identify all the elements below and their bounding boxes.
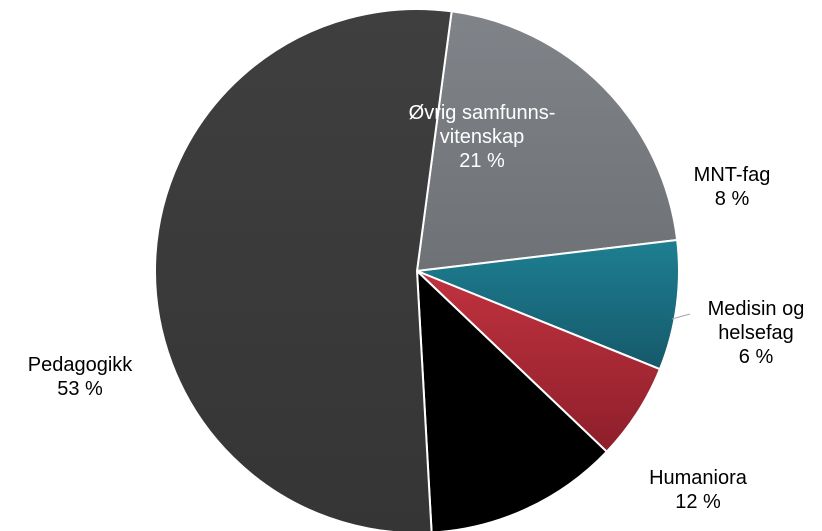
slice-label-mnt-fag: MNT-fag 8 % (694, 164, 771, 210)
slice-label-humaniora: Humaniora 12 % (649, 467, 748, 513)
slice-name-label: MNT-fag (694, 164, 771, 186)
slice-label-medisin-og-helsefag: Medisin og helsefag 6 % (708, 298, 805, 368)
slice-labels: Øvrig samfunns-vitenskap 21 % MNT-fag 8 % Me… (28, 102, 805, 513)
slice-name-label: vitenskap (440, 126, 525, 148)
slice-name-label: Humaniora (649, 467, 748, 489)
pie-slice-pedagogikk (154, 8, 453, 531)
pie-slice-humaniora (415, 268, 609, 531)
slice-value-label: 6 % (739, 346, 774, 368)
slice-value-label: 8 % (715, 188, 750, 210)
slice-name-label: Øvrig samfunns- (409, 102, 556, 124)
pie-slices (154, 8, 680, 531)
slice-name-label: helsefag (718, 322, 794, 344)
pie-slice-mnt-fag (416, 238, 680, 371)
leader-lines (671, 313, 691, 320)
pie-slice-ovrig-samfunnsvitenskap (415, 10, 679, 273)
slice-name-label: Medisin og (708, 298, 805, 320)
leader-line-medisin-og-helsefag (671, 313, 691, 320)
slice-value-label: 53 % (57, 378, 103, 400)
slice-value-label: 21 % (459, 150, 505, 172)
slice-value-label: 12 % (675, 491, 721, 513)
slice-label-ovrig-samfunnsvitenskap: Øvrig samfunns-vitenskap 21 % (409, 102, 556, 172)
slice-label-pedagogikk: Pedagogikk 53 % (28, 354, 134, 400)
slice-name-label: Pedagogikk (28, 354, 134, 376)
